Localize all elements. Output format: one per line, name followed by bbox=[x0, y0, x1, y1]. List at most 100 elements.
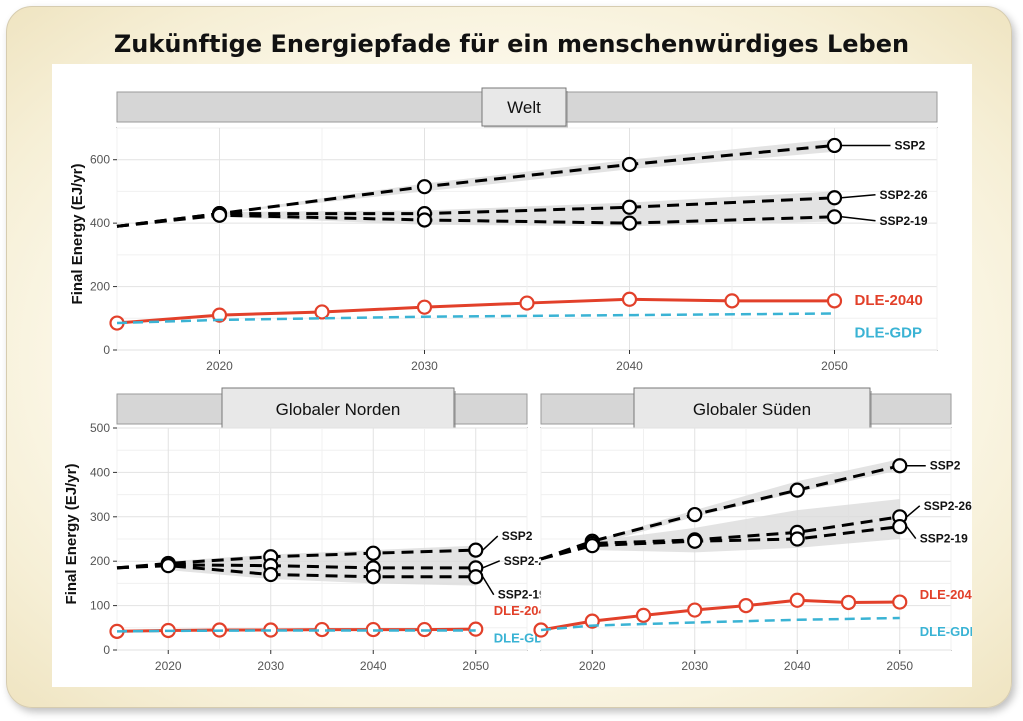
data-point-dle-2040 bbox=[892, 594, 908, 610]
panel-welt: Welt SSP2 SSP2-26 SSP2-19 DLE-2040 DLE-GDP 202… bbox=[69, 87, 938, 373]
data-point-dle-2040 bbox=[738, 597, 754, 614]
y-tick-label: 0 bbox=[103, 643, 110, 657]
data-point-dle-2040 bbox=[519, 295, 535, 311]
series-label-ssp2: SSP2 bbox=[502, 529, 533, 543]
data-point-ssp2-19 bbox=[160, 558, 176, 574]
series-label-dle-gdp: DLE-GDP bbox=[920, 624, 972, 639]
label-leader bbox=[482, 535, 499, 551]
label-leader bbox=[906, 505, 921, 518]
data-point-dle-2040 bbox=[724, 293, 740, 309]
y-tick-label: 500 bbox=[90, 421, 110, 435]
data-point-ssp2-19 bbox=[365, 569, 381, 585]
data-point-ssp2 bbox=[416, 179, 433, 195]
x-tick-label: 2050 bbox=[886, 659, 913, 673]
series-label-ssp2-26: SSP2-26 bbox=[880, 188, 928, 202]
label-leader bbox=[482, 560, 501, 569]
data-point-dle-2040 bbox=[687, 602, 703, 618]
y-axis-label: Final Energy (EJ/yr) bbox=[69, 164, 86, 305]
data-point-ssp2-19 bbox=[416, 212, 433, 228]
data-point-ssp2-19 bbox=[584, 538, 600, 554]
x-tick-label: 2020 bbox=[155, 659, 182, 673]
series-label-ssp2-19: SSP2-19 bbox=[920, 532, 968, 546]
y-tick-label: 200 bbox=[90, 280, 110, 294]
panel-globaler-sueden: Globaler Süden SSP2 SSP2-26 SSP2-19 DLE-2040… bbox=[533, 387, 979, 673]
series-label-ssp2-19: SSP2-19 bbox=[498, 588, 546, 602]
data-point-ssp2 bbox=[687, 506, 703, 523]
series-label-ssp2-26: SSP2-26 bbox=[504, 554, 552, 568]
x-tick-label: 2030 bbox=[411, 359, 438, 373]
uncertainty-band bbox=[168, 545, 476, 586]
y-tick-label: 400 bbox=[90, 465, 110, 479]
data-point-ssp2-19 bbox=[263, 566, 279, 583]
series-line-dle-2040 bbox=[540, 598, 900, 632]
x-tick-label: 2050 bbox=[462, 659, 489, 673]
series-label-ssp2: SSP2 bbox=[930, 459, 961, 473]
series-label-dle-2040: DLE-2040 bbox=[494, 603, 553, 618]
data-point-ssp2-19 bbox=[468, 569, 484, 585]
data-point-ssp2-19 bbox=[211, 207, 228, 223]
series-line-dle-gdp bbox=[540, 616, 900, 632]
series-line-dle-gdp bbox=[116, 629, 476, 633]
x-tick-label: 2040 bbox=[360, 659, 387, 673]
panel-title-box bbox=[633, 387, 871, 431]
series-line-dle-2040 bbox=[116, 297, 835, 325]
panel-title-box bbox=[481, 87, 567, 127]
data-point-ssp2-19 bbox=[826, 209, 843, 225]
y-tick-label: 400 bbox=[90, 216, 110, 230]
data-point-ssp2 bbox=[365, 545, 381, 561]
label-leader bbox=[841, 216, 876, 222]
data-point-ssp2 bbox=[892, 458, 908, 474]
x-tick-label: 2030 bbox=[681, 659, 708, 673]
x-tick-label: 2020 bbox=[579, 659, 606, 673]
data-point-ssp2-19 bbox=[621, 215, 638, 231]
data-point-ssp2-26 bbox=[826, 190, 843, 206]
series-label-dle-2040: DLE-2040 bbox=[920, 587, 972, 602]
x-tick-label: 2040 bbox=[616, 359, 643, 373]
x-tick-label: 2030 bbox=[257, 659, 284, 673]
x-tick-label: 2020 bbox=[206, 359, 233, 373]
data-point-dle-2040 bbox=[635, 607, 652, 623]
data-point-ssp2-19 bbox=[687, 533, 703, 549]
data-point-ssp2-19 bbox=[892, 518, 908, 535]
x-tick-label: 2050 bbox=[821, 359, 848, 373]
label-leader bbox=[906, 526, 917, 540]
label-leader bbox=[841, 194, 876, 199]
series-label-dle-gdp: DLE-GDP bbox=[855, 325, 923, 342]
chart-svg: WeltSSP2SSP2-26SSP2-19DLE-2040DLE-GDP202… bbox=[63, 87, 979, 673]
x-tick-label: 2040 bbox=[784, 659, 811, 673]
data-point-dle-2040 bbox=[621, 291, 638, 307]
data-point-dle-2040 bbox=[314, 304, 330, 320]
chart-area: Welt SSP2 SSP2-26 SSP2-19 DLE-2040 DLE-GDP 202… bbox=[52, 64, 979, 687]
series-line-dle-gdp bbox=[116, 312, 835, 325]
data-point-ssp2 bbox=[789, 482, 805, 498]
y-axis-label: Final Energy (EJ/yr) bbox=[63, 464, 80, 605]
panel-title: Globaler Norden bbox=[276, 400, 401, 419]
slide-title: Zukünftige Energiepfade für ein menschen… bbox=[113, 30, 910, 58]
data-point-dle-2040 bbox=[211, 307, 228, 323]
series-label-ssp2: SSP2 bbox=[895, 138, 926, 152]
data-point-ssp2 bbox=[826, 137, 843, 154]
y-tick-label: 300 bbox=[90, 510, 110, 524]
panel-title: Globaler Süden bbox=[693, 400, 811, 419]
data-point-ssp2-26 bbox=[621, 199, 638, 215]
data-point-ssp2 bbox=[621, 156, 638, 173]
data-point-dle-2040 bbox=[826, 293, 843, 309]
panel-globaler-norden: Globaler Norden SSP2 SSP2-26 SSP2-19DLE-204… bbox=[63, 387, 553, 673]
series-label-ssp2-19: SSP2-19 bbox=[880, 214, 928, 228]
y-tick-label: 100 bbox=[90, 599, 110, 613]
y-tick-label: 600 bbox=[90, 153, 110, 167]
panel-title: Welt bbox=[507, 98, 541, 117]
data-point-dle-2040 bbox=[416, 299, 433, 315]
y-tick-label: 0 bbox=[103, 343, 110, 357]
series-label-ssp2-26: SSP2-26 bbox=[924, 499, 972, 513]
y-tick-label: 200 bbox=[90, 554, 110, 568]
data-point-dle-2040 bbox=[840, 594, 857, 611]
data-point-dle-2040 bbox=[468, 621, 484, 637]
data-point-dle-2040 bbox=[789, 592, 805, 608]
label-leader bbox=[482, 576, 495, 596]
uncertainty-band bbox=[592, 499, 900, 553]
series-label-dle-2040: DLE-2040 bbox=[855, 292, 923, 309]
uncertainty-band bbox=[219, 139, 835, 214]
data-point-ssp2 bbox=[468, 542, 484, 558]
data-point-ssp2-19 bbox=[789, 531, 805, 547]
